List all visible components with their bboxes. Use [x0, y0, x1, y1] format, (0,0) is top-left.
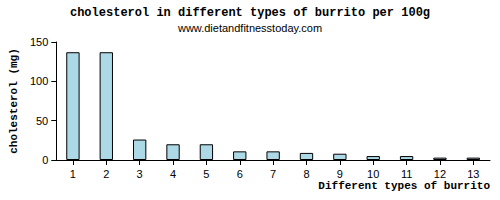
svg-text:8: 8: [303, 168, 309, 180]
svg-text:13: 13: [467, 168, 479, 180]
svg-text:cholesterol (mg): cholesterol (mg): [8, 48, 20, 154]
svg-text:www.dietandfitnesstoday.com: www.dietandfitnesstoday.com: [177, 22, 322, 34]
svg-text:9: 9: [337, 168, 343, 180]
svg-text:50: 50: [36, 115, 48, 127]
svg-text:6: 6: [237, 168, 243, 180]
svg-text:7: 7: [270, 168, 276, 180]
svg-text:4: 4: [170, 168, 176, 180]
svg-text:2: 2: [103, 168, 109, 180]
svg-text:cholesterol in different types: cholesterol in different types of burrit…: [70, 6, 430, 20]
svg-text:Different types of burrito: Different types of burrito: [318, 180, 490, 192]
svg-text:5: 5: [203, 168, 209, 180]
svg-text:150: 150: [30, 36, 48, 48]
svg-text:3: 3: [137, 168, 143, 180]
svg-text:100: 100: [30, 75, 48, 87]
svg-text:1: 1: [70, 168, 76, 180]
svg-text:11: 11: [401, 168, 412, 180]
svg-text:10: 10: [367, 168, 379, 180]
svg-text:12: 12: [434, 168, 446, 180]
svg-text:0: 0: [42, 154, 48, 166]
